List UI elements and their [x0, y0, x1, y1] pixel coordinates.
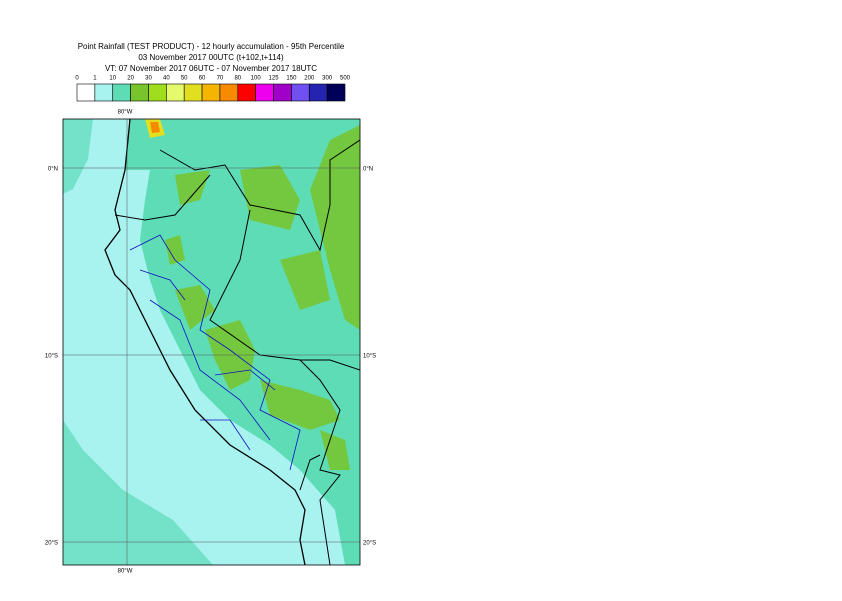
legend-label: 40: [163, 76, 170, 82]
legend-label: 10: [109, 76, 116, 82]
legend-swatch: [130, 83, 149, 102]
lat-label: 0°N: [48, 167, 58, 173]
legend-swatch: [237, 83, 256, 102]
legend-label: 30: [145, 76, 152, 82]
lat-label: 0°N: [363, 167, 373, 173]
legend-swatch: [166, 83, 185, 102]
legend-swatch: [291, 83, 310, 102]
lat-label: 10°S: [363, 354, 376, 360]
legend-swatch: [219, 83, 239, 102]
legend-swatch: [326, 83, 346, 102]
lat-label: 20°S: [363, 541, 376, 547]
legend-label: 200: [304, 76, 315, 82]
legend-swatch: [94, 83, 114, 102]
title-line: 03 November 2017 00UTC (t+102,t+114): [138, 53, 284, 62]
legend: 0 1 10 20 30 40 50 60 70 80 100 125 150 200 300 500: [75, 76, 351, 102]
legend-swatch: [273, 83, 292, 102]
title: Point Rainfall (TEST PRODUCT) - 12 hourl…: [78, 42, 345, 73]
legend-swatch: [201, 83, 221, 102]
map: [63, 119, 360, 565]
map-frame: [62, 118, 361, 566]
lon-label: 80°W: [118, 110, 133, 116]
legend-label: 0: [75, 76, 79, 82]
legend-swatch: [148, 83, 167, 102]
graticule: [63, 119, 360, 565]
legend-swatch: [308, 83, 328, 102]
lat-label: 10°S: [45, 354, 58, 360]
legend-label: 70: [217, 76, 224, 82]
legend-label: 125: [269, 76, 280, 82]
legend-label: 50: [181, 76, 188, 82]
title-line: Point Rainfall (TEST PRODUCT) - 12 hourl…: [78, 42, 345, 51]
legend-swatch: [255, 83, 274, 102]
legend-swatch: [183, 83, 203, 102]
legend-label: 150: [286, 76, 297, 82]
legend-label: 500: [340, 76, 351, 82]
legend-label: 100: [251, 76, 262, 82]
legend-label: 300: [322, 76, 333, 82]
legend-label: 1: [93, 76, 97, 82]
title-line: VT: 07 November 2017 06UTC - 07 November…: [105, 64, 317, 73]
legend-label: 60: [199, 76, 206, 82]
legend-swatch: [112, 83, 131, 102]
legend-label: 20: [127, 76, 134, 82]
legend-label: 80: [234, 76, 241, 82]
lon-label: 80°W: [118, 569, 133, 575]
lat-label: 20°S: [45, 541, 58, 547]
legend-swatch: [76, 83, 96, 102]
